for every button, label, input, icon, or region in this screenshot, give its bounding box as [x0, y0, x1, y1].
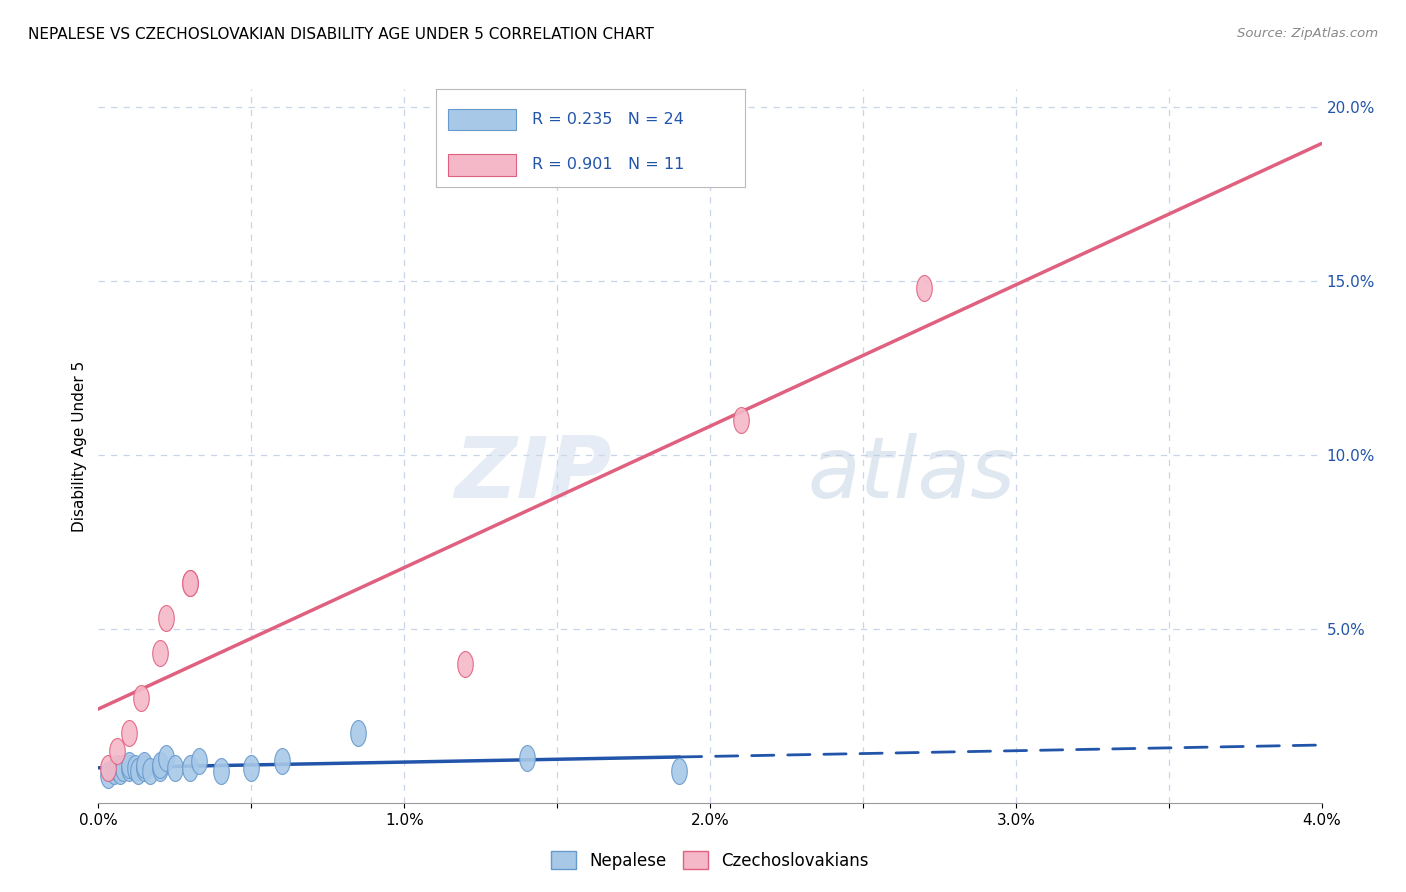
Point — [105, 743, 128, 757]
Point — [127, 764, 149, 779]
Y-axis label: Disability Age Under 5: Disability Age Under 5 — [72, 360, 87, 532]
Point — [97, 768, 120, 782]
Point — [179, 576, 201, 591]
Point — [347, 726, 370, 740]
Point — [108, 764, 131, 779]
Text: R = 0.901   N = 11: R = 0.901 N = 11 — [531, 157, 685, 172]
Point — [134, 757, 156, 772]
Point — [149, 757, 172, 772]
Bar — [449, 154, 516, 176]
Point — [149, 761, 172, 775]
Point — [668, 764, 690, 779]
Point — [134, 761, 156, 775]
Point — [209, 764, 232, 779]
Point — [179, 576, 201, 591]
Point — [139, 764, 162, 779]
Point — [188, 754, 211, 768]
Point — [129, 691, 152, 706]
Point — [149, 646, 172, 660]
Point — [103, 764, 125, 779]
Point — [912, 280, 935, 294]
Text: atlas: atlas — [808, 433, 1017, 516]
Point — [155, 750, 177, 764]
Point — [97, 761, 120, 775]
Text: Source: ZipAtlas.com: Source: ZipAtlas.com — [1237, 27, 1378, 40]
Point — [118, 761, 141, 775]
Point — [111, 761, 134, 775]
Point — [118, 726, 141, 740]
Point — [454, 657, 477, 671]
Text: ZIP: ZIP — [454, 433, 612, 516]
Point — [118, 757, 141, 772]
Legend: Nepalese, Czechoslovakians: Nepalese, Czechoslovakians — [544, 845, 876, 877]
Point — [240, 761, 263, 775]
Point — [179, 761, 201, 775]
Point — [163, 761, 186, 775]
Point — [270, 754, 294, 768]
Text: R = 0.235   N = 24: R = 0.235 N = 24 — [531, 112, 683, 128]
Point — [124, 761, 146, 775]
Point — [516, 750, 538, 764]
Bar — [449, 109, 516, 130]
Point — [155, 611, 177, 625]
Text: NEPALESE VS CZECHOSLOVAKIAN DISABILITY AGE UNDER 5 CORRELATION CHART: NEPALESE VS CZECHOSLOVAKIAN DISABILITY A… — [28, 27, 654, 42]
Point — [730, 413, 752, 427]
Point — [105, 761, 128, 775]
